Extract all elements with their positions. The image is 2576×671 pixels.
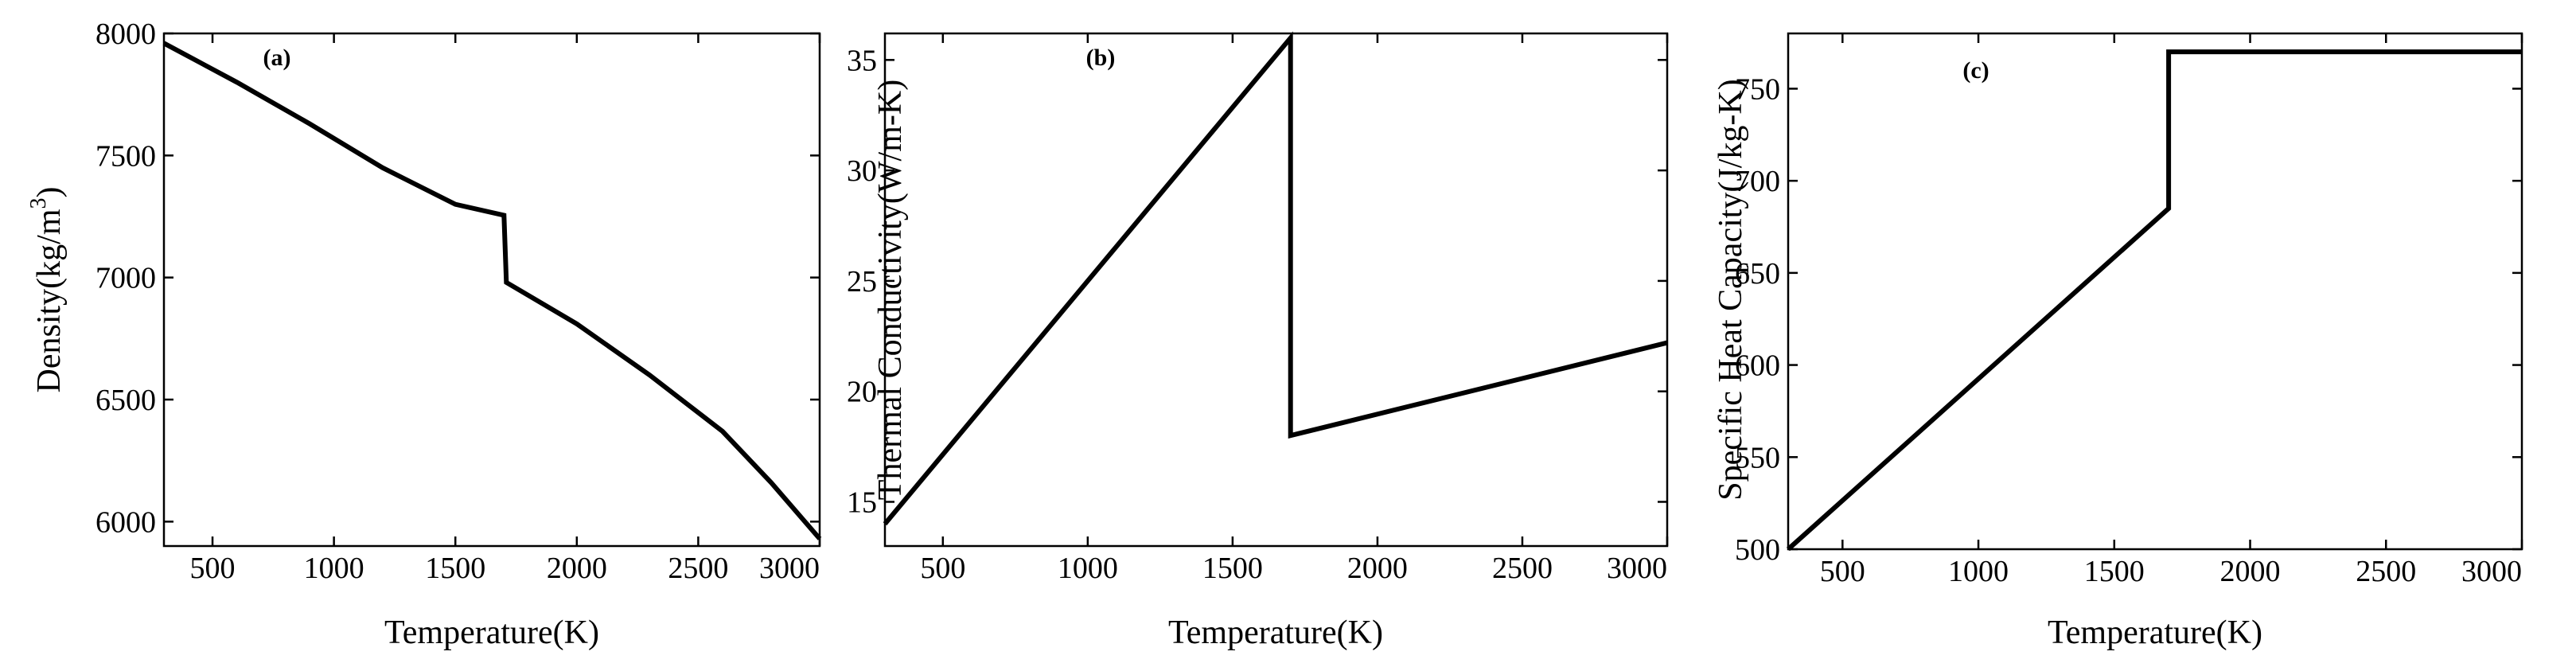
x-tick-label: 2500 (668, 552, 728, 585)
x-tick-label: 3000 (2461, 555, 2522, 588)
y-tick-label: 35 (847, 44, 877, 77)
x-tick-label: 1000 (1058, 552, 1118, 585)
y-tick-label: 550 (1735, 441, 1780, 474)
panel-label: (c) (1962, 57, 1989, 84)
x-tick-label: 2000 (547, 552, 607, 585)
y-axis-label-main: Density(kg/m (31, 209, 68, 392)
axis-ticks: 500 1000 1500 2000 2500 3000 6000 6500 7000 7500 8… (95, 18, 821, 585)
series-line (162, 41, 822, 540)
x-tick-label: 3000 (1607, 552, 1667, 585)
y-tick-label: 6500 (95, 384, 156, 417)
axis-ticks: 500 1000 1500 2000 2500 3000 500 550 600 650 700 75… (1735, 33, 2523, 588)
y-tick-label: 30 (847, 154, 877, 188)
y-tick-label: 700 (1735, 165, 1780, 198)
plot-frame (883, 32, 1669, 548)
series-layer (162, 41, 822, 540)
plot-frame (162, 32, 821, 548)
x-axis-label: Temperature(K) (1168, 614, 1383, 651)
panel-label: (b) (1086, 45, 1116, 71)
y-axis-label: Specific Heat Capacity(J/kg-K) (1713, 79, 1749, 500)
x-tick-label: 2500 (1492, 552, 1553, 585)
x-tick-label: 1500 (2084, 555, 2145, 588)
x-axis-label: Temperature(K) (384, 614, 599, 651)
series-line (1786, 49, 2522, 552)
chart-panel-specific-heat: 500 1000 1500 2000 2500 3000 500 550 600 650 700 75… (1713, 32, 2523, 651)
series-layer (1786, 49, 2522, 552)
x-tick-label: 500 (1820, 555, 1865, 588)
y-axis-label-close: ) (31, 187, 68, 198)
chart-panel-thermal-conductivity: 500 1000 1500 2000 2500 3000 15 20 25 30 35 (b) Te… (847, 31, 1669, 651)
panel-label: (a) (263, 45, 291, 71)
x-tick-label: 1000 (304, 552, 364, 585)
y-tick-label: 7500 (95, 139, 156, 173)
x-tick-label: 3000 (759, 552, 820, 585)
y-tick-label: 650 (1735, 257, 1780, 291)
y-tick-label: 15 (847, 486, 877, 519)
y-tick-label: 20 (847, 376, 877, 409)
chart-panel-density: 500 1000 1500 2000 2500 3000 6000 6500 7000 7500 8… (26, 18, 822, 651)
plot-frame (1787, 32, 2523, 551)
x-tick-label: 1000 (1948, 555, 2009, 588)
x-tick-label: 2500 (2356, 555, 2416, 588)
x-tick-label: 500 (190, 552, 236, 585)
series-line (883, 31, 1668, 526)
y-tick-label: 8000 (95, 18, 156, 51)
y-axis-label-superscript: 3 (26, 198, 51, 209)
y-tick-label: 750 (1735, 72, 1780, 106)
y-axis-label: Thermal Conductivity(W/m-K) (872, 80, 909, 500)
x-tick-label: 1500 (1202, 552, 1263, 585)
x-axis-label: Temperature(K) (2048, 614, 2262, 651)
y-tick-label: 6000 (95, 505, 156, 539)
y-axis-label: Density(kg/m3) (26, 187, 68, 393)
x-tick-label: 2000 (2220, 555, 2281, 588)
series-layer (883, 31, 1668, 526)
x-tick-label: 1500 (425, 552, 485, 585)
y-tick-label: 500 (1735, 533, 1780, 567)
x-tick-label: 500 (920, 552, 965, 585)
axis-ticks: 500 1000 1500 2000 2500 3000 15 20 25 30 35 (847, 33, 1669, 585)
y-tick-label: 600 (1735, 349, 1780, 383)
y-tick-label: 25 (847, 265, 877, 298)
y-tick-label: 7000 (95, 262, 156, 295)
x-tick-label: 2000 (1347, 552, 1408, 585)
